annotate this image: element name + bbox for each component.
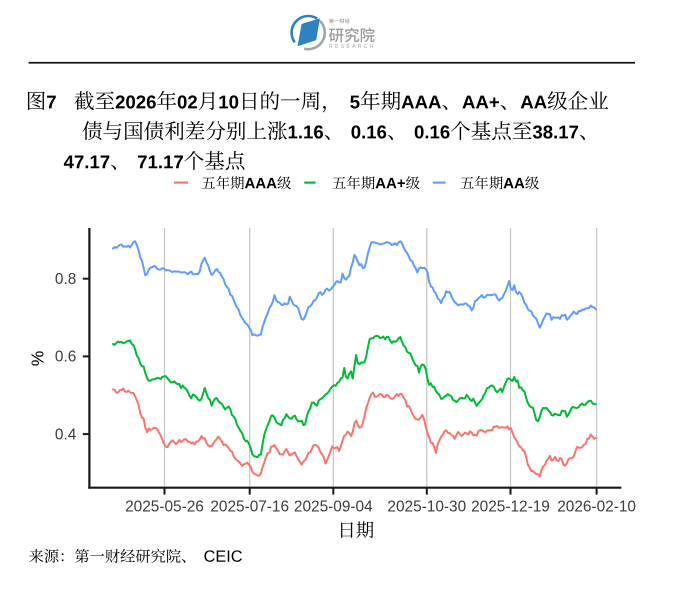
svg-text:0.6: 0.6 [55,349,76,366]
svg-text:2025-12-19: 2025-12-19 [471,498,550,515]
svg-text:2025-09-04: 2025-09-04 [294,498,373,515]
svg-text:2025-05-26: 2025-05-26 [125,498,204,515]
svg-text:0.4: 0.4 [55,426,77,443]
svg-text:2026-02-10: 2026-02-10 [557,498,636,515]
svg-text:0.8: 0.8 [55,271,76,288]
svg-text:2025-10-30: 2025-10-30 [387,498,466,515]
svg-text:%: % [28,351,48,367]
svg-text:2025-07-16: 2025-07-16 [210,498,289,515]
